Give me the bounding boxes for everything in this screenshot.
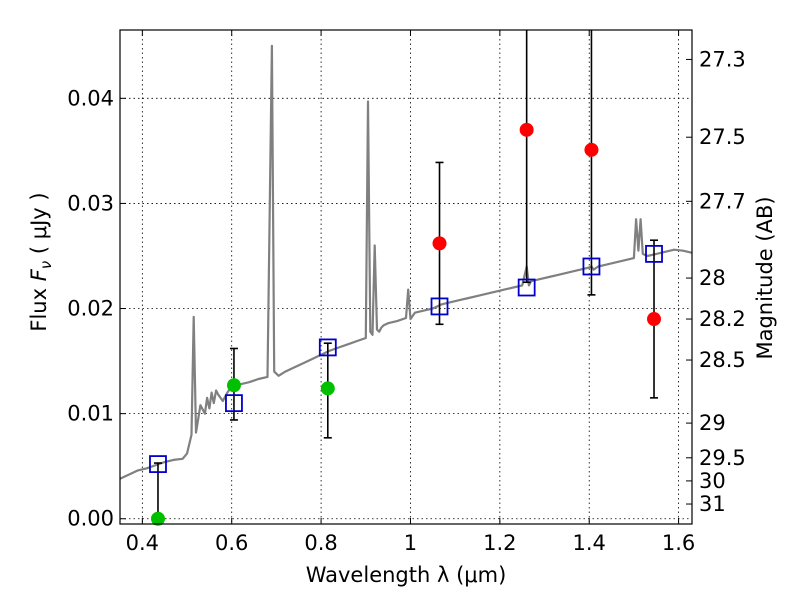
y2-tick-label: 27.3 (699, 47, 746, 71)
marginal-point (519, 122, 534, 137)
y2-tick-label: 27.7 (699, 189, 746, 213)
model-point-square (149, 455, 167, 473)
model-point-square (645, 244, 663, 263)
y2-tick-label: 30 (699, 469, 726, 493)
y-tick-label: 0.04 (67, 86, 114, 110)
marginal-point (647, 312, 662, 327)
model-point-square (582, 257, 601, 276)
y2-tick-label: 29.5 (699, 446, 746, 470)
y-tick-label: 0.01 (67, 402, 114, 426)
model-point-square (318, 338, 337, 357)
marginal-point (432, 236, 447, 251)
x-tick-label: 1 (404, 531, 417, 555)
y-tick-label: 0.03 (67, 191, 114, 215)
y-axis-label: Flux Fν ( μJy ) (27, 192, 55, 331)
x-tick-label: 1.2 (483, 531, 516, 555)
grid (120, 30, 692, 524)
detection-point (320, 381, 335, 396)
plot-series (119, 30, 693, 526)
plot-frame (119, 29, 693, 525)
detection-point (226, 378, 241, 393)
y2-tick-label: 31 (699, 492, 726, 516)
x-tick-label: 1.4 (573, 531, 606, 555)
x-tick-label: 0.4 (126, 531, 159, 555)
y-axis-label-prefix: Flux (27, 281, 51, 331)
x-axis-label: Wavelength λ (μm) (306, 563, 507, 587)
y2-tick-label: 28.2 (699, 307, 746, 331)
y-axis-label-subscript: ν (37, 261, 55, 269)
y2-tick-label: 28.5 (699, 348, 746, 372)
ticks: 0.4 0.6 0.8 1 1.2 1.4 1.6 0.00 0.01 0.02 0.03 0.04 2… (67, 30, 746, 555)
y-tick-label: 0.00 (67, 507, 114, 531)
marginal-point (584, 142, 599, 157)
y2-axis-label: Magnitude (AB) (753, 196, 777, 359)
y-tick-label: 0.02 (67, 297, 114, 321)
x-tick-label: 0.8 (304, 531, 337, 555)
x-tick-label: 1.6 (662, 531, 695, 555)
y2-tick-label: 27.5 (699, 125, 746, 149)
y2-tick-label: 28 (699, 266, 726, 290)
y-axis-label-unit: ( μJy ) (27, 192, 51, 260)
model-point-square (430, 297, 449, 316)
y2-tick-label: 29 (699, 411, 726, 435)
model-point-square (517, 278, 536, 297)
x-tick-label: 0.6 (215, 531, 248, 555)
y-axis-label-symbol: F (27, 268, 51, 281)
model-point-square (225, 394, 243, 413)
detection-point (150, 511, 165, 526)
